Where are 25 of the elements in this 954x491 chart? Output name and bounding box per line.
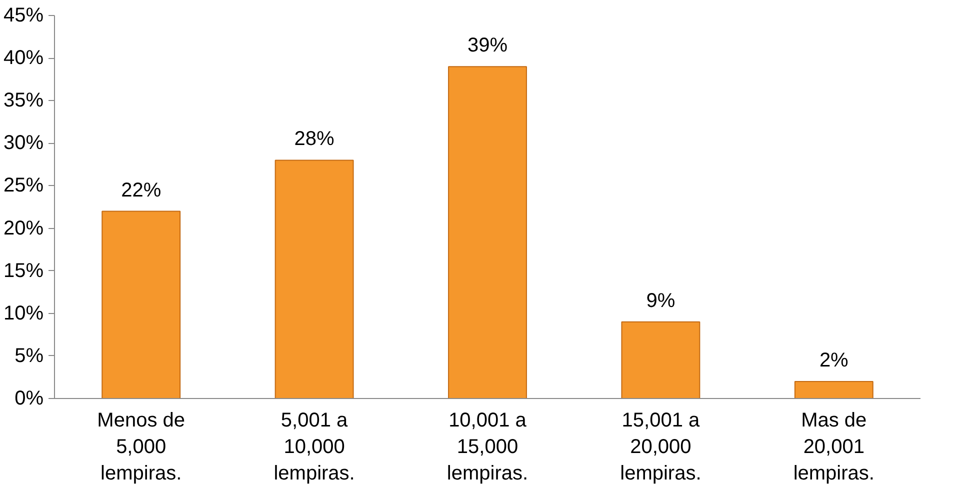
y-tick-label: 10%	[3, 302, 44, 324]
y-tick-label: 40%	[3, 47, 44, 70]
y-tick-label: 20%	[3, 217, 44, 240]
bar	[274, 160, 354, 398]
y-tick-label: 0%	[14, 388, 44, 410]
data-label: 22%	[121, 179, 162, 202]
data-label: 28%	[294, 128, 335, 150]
bar	[794, 380, 874, 398]
data-label: 39%	[467, 34, 508, 57]
data-label: 2%	[819, 349, 849, 372]
data-label: 9%	[646, 290, 676, 312]
bar	[621, 321, 700, 398]
y-tick-label: 45%	[3, 4, 44, 26]
y-tick-label: 5%	[14, 344, 44, 367]
y-tick-label: 35%	[3, 90, 44, 112]
x-tick-label: 10,001 a 15,000 lempiras.	[446, 410, 528, 484]
x-tick-label: Mas de 20,001 lempiras.	[793, 410, 874, 484]
y-tick-label: 30%	[3, 132, 44, 154]
x-tick-label: 15,001 a 20,000 lempiras.	[620, 410, 702, 484]
bar	[448, 66, 527, 398]
y-tick-label: 15%	[3, 260, 44, 282]
x-tick-label: 5,001 a 10,000 lempiras.	[274, 410, 355, 484]
bar	[102, 210, 181, 398]
y-tick-label: 25%	[3, 174, 44, 197]
x-tick-label: Menos de 5,000 lempiras.	[97, 410, 186, 484]
